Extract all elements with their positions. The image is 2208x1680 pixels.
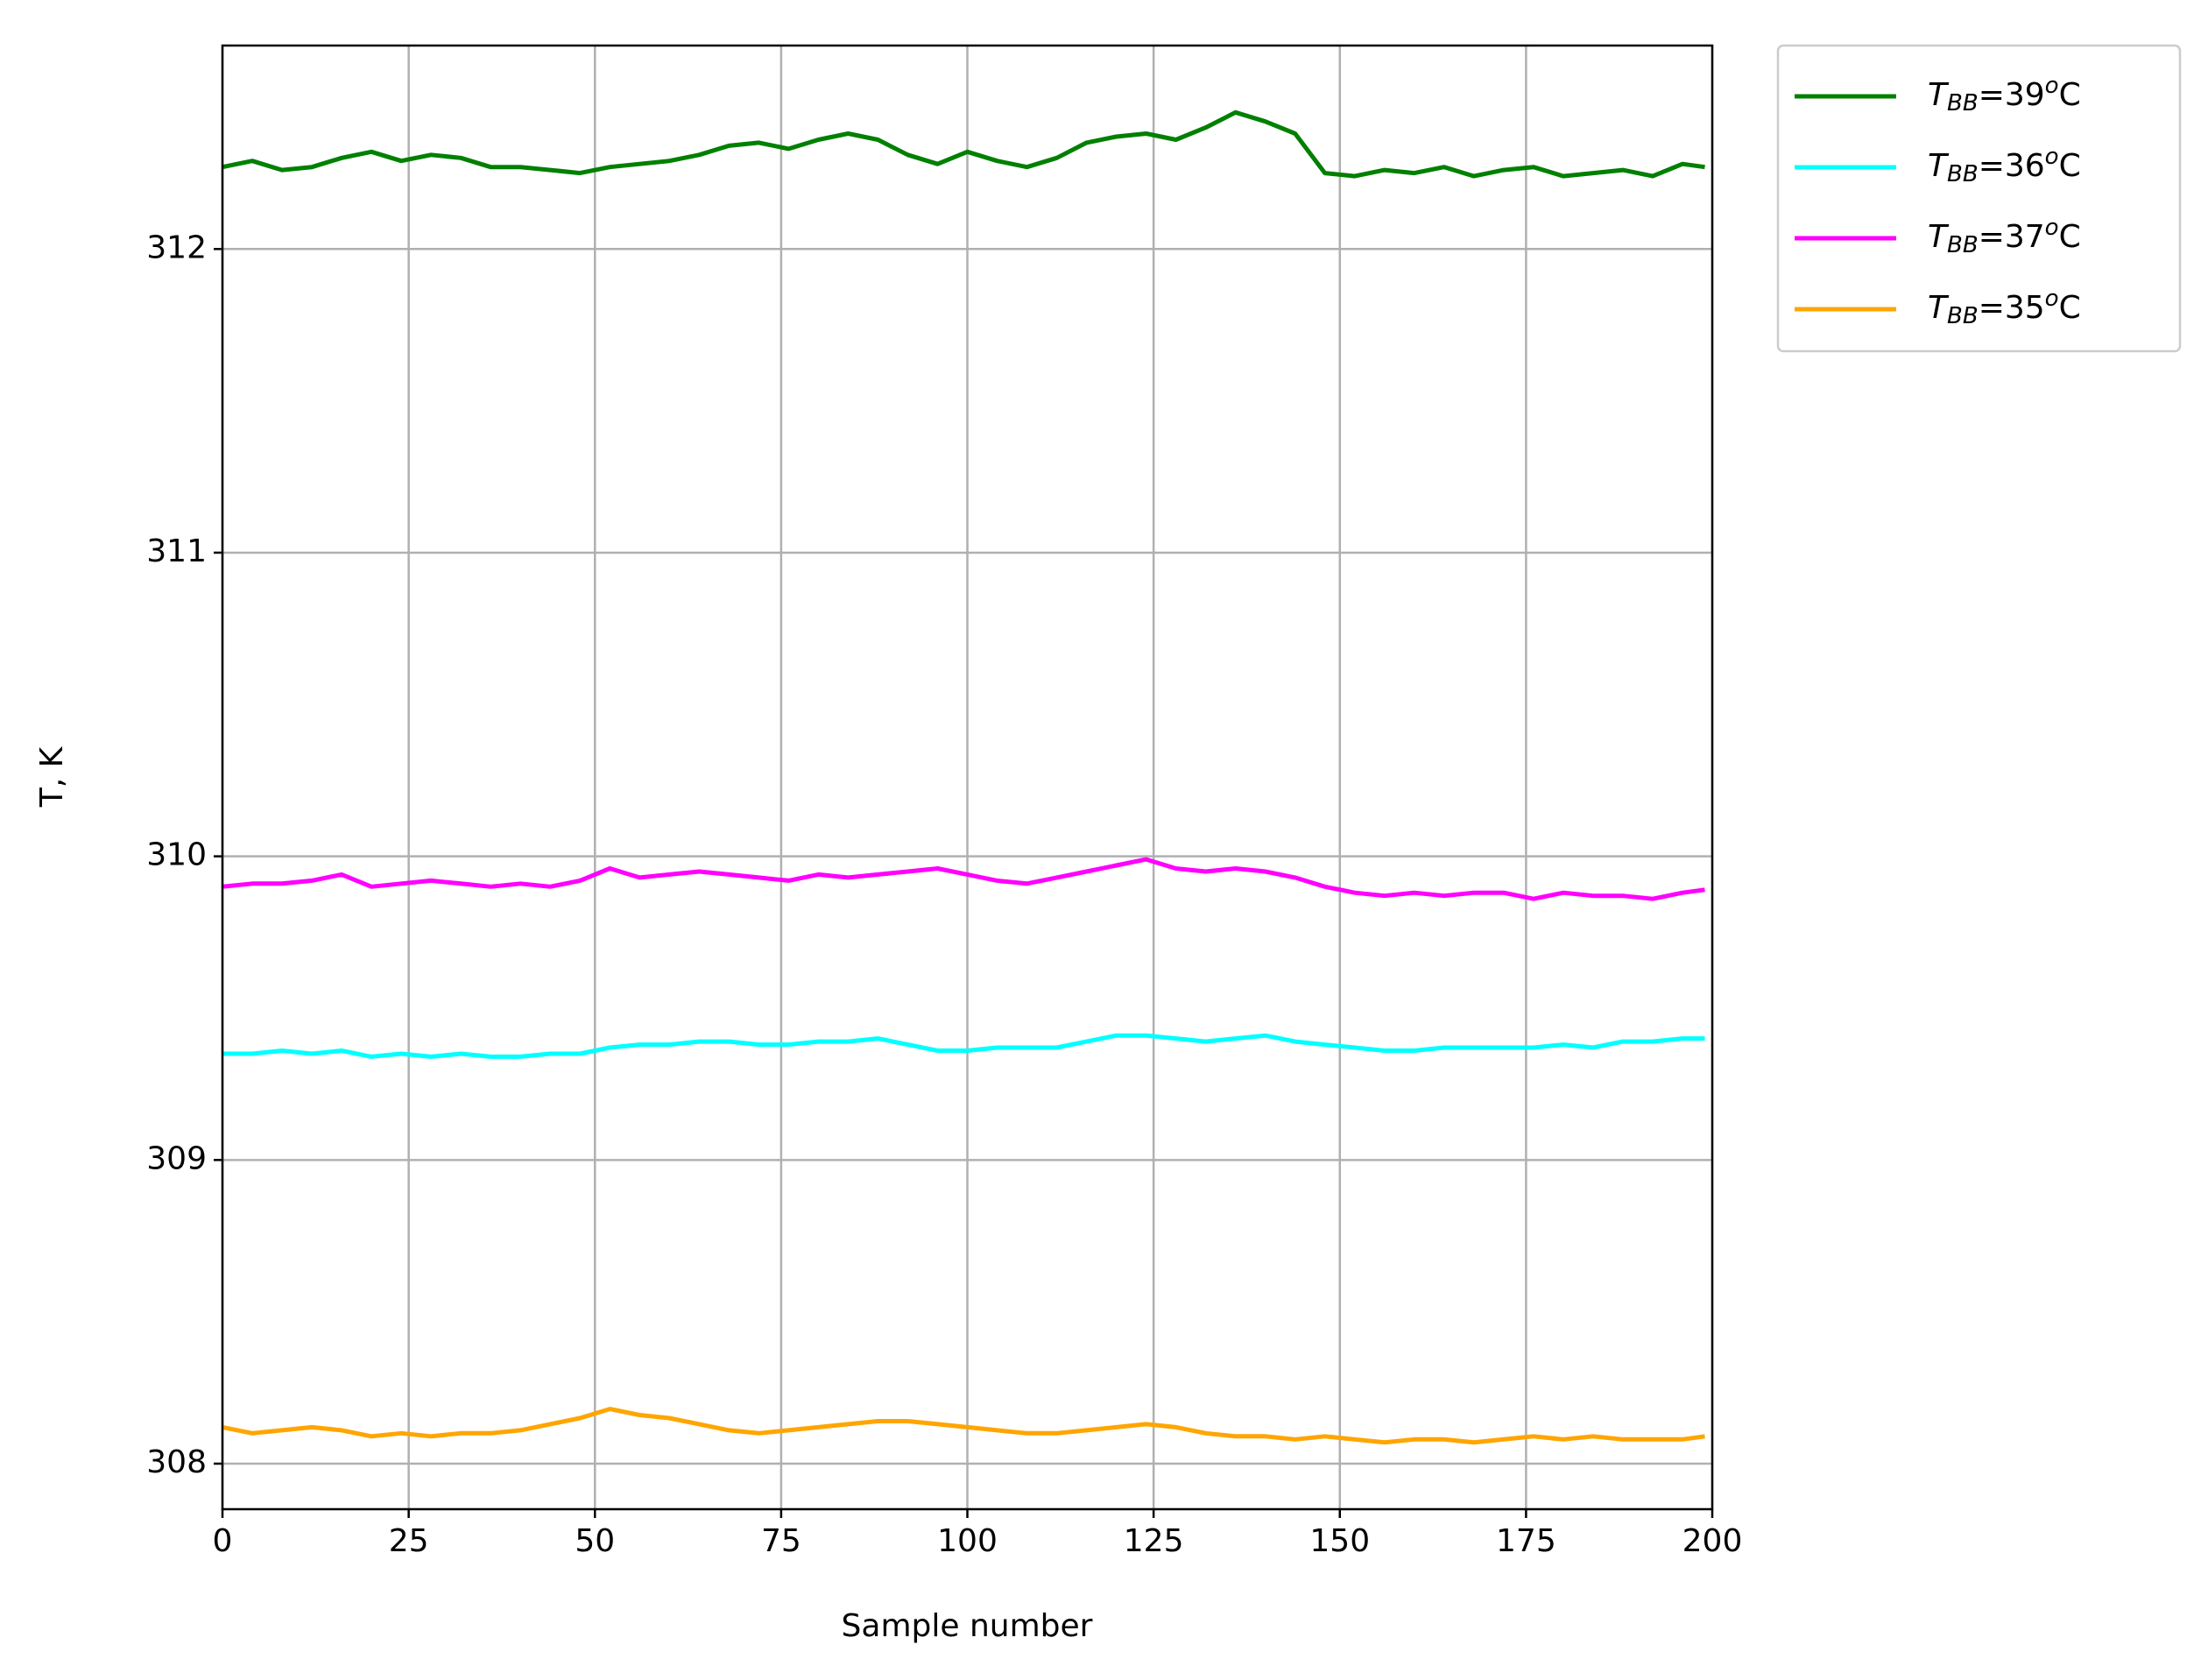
x-tick-label: 200 bbox=[1682, 1523, 1743, 1559]
y-tick-label: 310 bbox=[146, 837, 207, 873]
legend-box bbox=[1776, 44, 2182, 353]
x-tick-label: 25 bbox=[389, 1523, 429, 1559]
x-tick-label: 150 bbox=[1309, 1523, 1370, 1559]
x-tick-label: 125 bbox=[1124, 1523, 1184, 1559]
data-line bbox=[222, 109, 1705, 179]
x-tick-label: 50 bbox=[575, 1523, 615, 1559]
legend-label: TBB=35oC bbox=[1928, 286, 2081, 329]
y-tick-label: 309 bbox=[146, 1140, 207, 1176]
legend-label: TBB=36oC bbox=[1928, 144, 2081, 187]
data-line bbox=[222, 857, 1705, 901]
plot-frame bbox=[221, 44, 1714, 1511]
data-line bbox=[222, 1033, 1705, 1059]
y-tick-label: 312 bbox=[146, 229, 207, 265]
x-tick-label: 0 bbox=[213, 1523, 233, 1559]
data-line bbox=[222, 1407, 1705, 1445]
y-axis-label: T, K bbox=[34, 745, 70, 808]
legend-label: TBB=39oC bbox=[1928, 73, 2081, 116]
x-tick-label: 75 bbox=[761, 1523, 801, 1559]
x-tick-label: 175 bbox=[1496, 1523, 1556, 1559]
x-axis-label: Sample number bbox=[842, 1608, 1093, 1644]
legend-label: TBB=37oC bbox=[1928, 215, 2081, 258]
y-tick-label: 311 bbox=[146, 533, 207, 569]
y-tick-label: 308 bbox=[146, 1444, 207, 1480]
x-tick-label: 100 bbox=[937, 1523, 998, 1559]
